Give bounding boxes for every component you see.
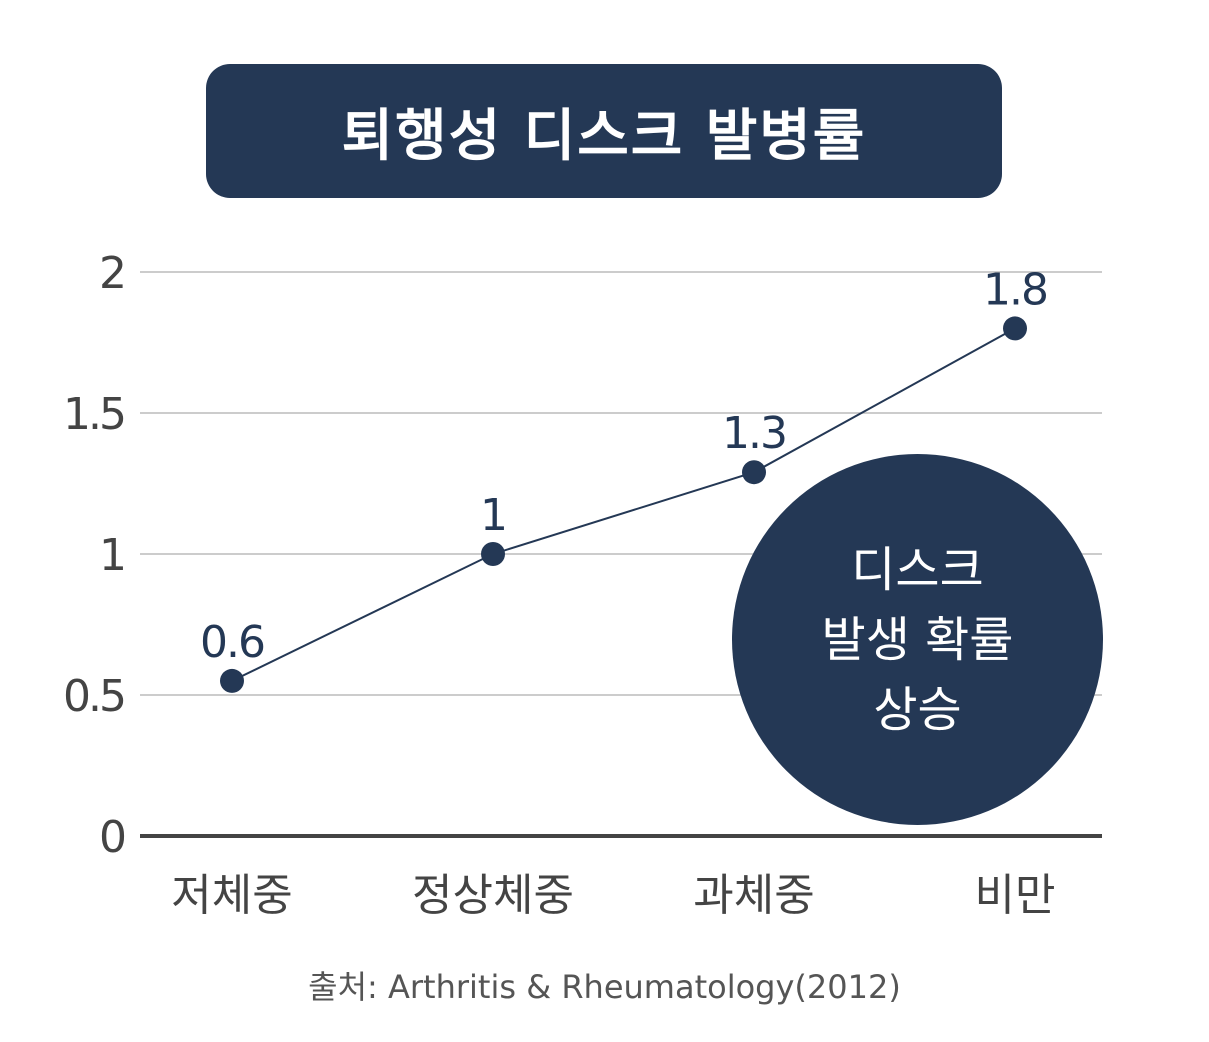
y-tick-label: 1 (99, 530, 124, 581)
chart-title-banner: 퇴행성 디스크 발병률 (206, 64, 1002, 198)
x-tick-label: 과체중 (693, 870, 814, 921)
y-tick-labels: 0 0.5 1 1.5 2 (63, 248, 128, 863)
y-tick-label: 1.5 (63, 389, 124, 440)
series-line (231, 327, 1016, 682)
x-tick-label: 정상체중 (412, 870, 574, 921)
y-tick-label: 2 (99, 248, 124, 299)
data-point (481, 542, 505, 566)
data-label: 1.8 (983, 264, 1047, 315)
callout-line-3: 상승 (873, 681, 962, 738)
data-point (742, 460, 766, 485)
callout-circle: 디스크 발생 확률 상승 (732, 454, 1103, 825)
x-tick-label: 비만 (975, 870, 1056, 921)
data-labels: 0.6 1 1.3 1.8 (200, 264, 1049, 668)
source-note: 출처: Arthritis & Rheumatology(2012) (308, 968, 901, 1006)
data-point (220, 668, 244, 693)
x-tick-label: 저체중 (171, 870, 292, 921)
data-label: 0.6 (200, 617, 264, 668)
y-tick-label: 0.5 (63, 671, 124, 722)
series-line-group (231, 327, 1016, 682)
data-points (220, 316, 1027, 693)
data-point (1003, 316, 1027, 341)
chart-title: 퇴행성 디스크 발병률 (341, 103, 867, 169)
y-tick-label: 0 (99, 812, 125, 863)
data-label: 1 (480, 490, 506, 541)
data-label: 1.3 (722, 408, 786, 459)
callout-line-1: 디스크 (851, 541, 984, 598)
x-tick-labels: 저체중 정상체중 과체중 비만 (171, 870, 1055, 921)
callout-line-2: 발생 확률 (821, 611, 1014, 668)
